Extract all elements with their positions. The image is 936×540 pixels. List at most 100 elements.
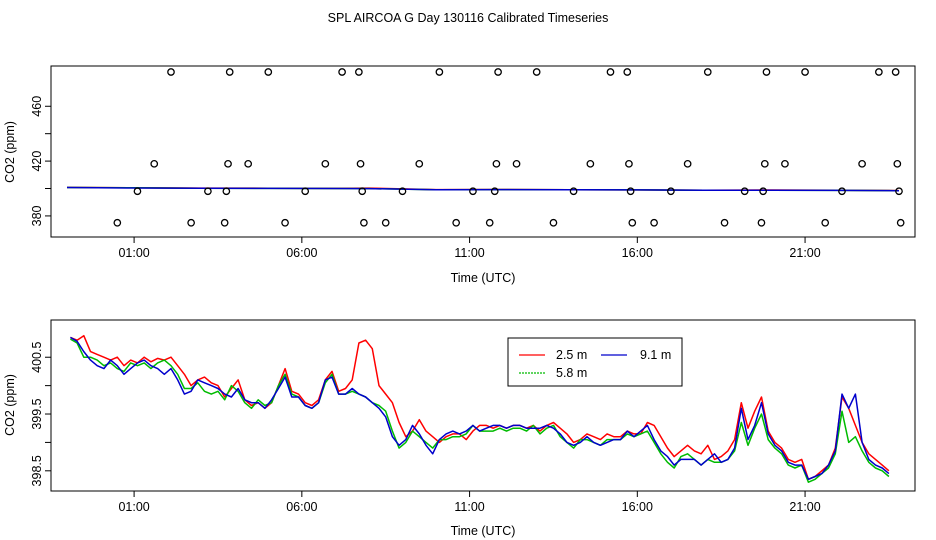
top-flag-point	[703, 68, 712, 76]
top-x-tick-label: 11:00	[454, 246, 484, 260]
bottom-panel: 01:00 06:00 11:00 16:00 21:00 398.5 399.5 400.5…	[3, 319, 916, 538]
top-flag-point	[398, 187, 407, 196]
top-flag-point	[801, 68, 809, 76]
top-y-tick-label: 420	[30, 151, 44, 172]
bottom-series-line-9-1-m	[70, 336, 890, 481]
top-flag-point	[875, 68, 883, 76]
top-flag-point	[858, 159, 866, 168]
top-flag-point	[781, 159, 789, 168]
top-flag-point	[626, 187, 635, 196]
top-flag-point	[650, 218, 658, 227]
top-flag-point	[893, 159, 902, 168]
top-flag-point	[244, 159, 253, 168]
bottom-axes: 01:00 06:00 11:00 16:00 21:00 398.5 399.5 400.5	[30, 342, 821, 514]
top-flag-point	[469, 187, 477, 196]
top-flag-point	[321, 159, 330, 168]
top-flag-point	[225, 68, 234, 76]
top-flag-point	[757, 218, 766, 227]
top-flag-point	[586, 159, 595, 168]
top-flag-point	[222, 187, 231, 196]
top-flag-point	[623, 68, 632, 76]
top-flag-point	[628, 218, 637, 227]
top-flag-point	[264, 68, 273, 76]
bottom-series-lines	[70, 334, 890, 483]
top-series-lines	[66, 186, 900, 192]
top-flag-point	[625, 159, 633, 168]
top-panel: 01:00 06:00 11:00 16:00 21:00 380 420 460 Time …	[3, 65, 916, 285]
top-flag-point	[281, 218, 289, 227]
top-plot-frame	[50, 65, 916, 238]
top-flag-point	[358, 187, 367, 196]
top-flag-point	[355, 68, 363, 76]
top-flag-point	[435, 68, 444, 76]
top-x-tick-label: 21:00	[789, 246, 820, 260]
top-x-tick-label: 06:00	[286, 246, 317, 260]
top-flag-point	[895, 187, 903, 196]
top-flag-point	[490, 187, 499, 196]
bottom-series-line-2-5-m	[70, 334, 890, 481]
figure-title: SPL AIRCOA G Day 130116 Calibrated Times…	[328, 11, 609, 25]
top-flag-point	[891, 68, 900, 76]
bottom-plot-frame	[50, 319, 916, 492]
top-flag-point	[720, 218, 729, 227]
top-flag-point	[187, 218, 195, 227]
top-x-tick-label: 16:00	[622, 246, 653, 260]
bottom-x-tick-label: 06:00	[286, 500, 317, 514]
bottom-x-tick-label: 16:00	[622, 500, 653, 514]
top-flag-point	[415, 159, 424, 168]
top-flag-point	[896, 218, 905, 227]
bottom-y-tick-label: 400.5	[30, 342, 44, 373]
bottom-y-tick-label: 399.5	[30, 398, 44, 429]
top-flag-point	[301, 187, 310, 196]
top-flag-point	[133, 187, 142, 196]
legend-label-5-8m: 5.8 m	[556, 366, 587, 380]
bottom-y-axis-label: CO2 (ppm)	[3, 374, 17, 436]
top-flag-point	[452, 218, 461, 227]
top-y-tick-label: 380	[30, 205, 44, 226]
top-flag-point	[740, 187, 749, 196]
top-flag-point	[606, 68, 615, 76]
bottom-x-tick-label: 01:00	[118, 500, 149, 514]
bottom-series-line-5-8-m	[70, 338, 890, 483]
top-flag-point	[667, 187, 675, 196]
top-flag-point	[532, 68, 541, 76]
top-flag-point	[381, 218, 390, 227]
top-x-tick-label: 01:00	[118, 246, 149, 260]
top-flag-point	[220, 218, 229, 227]
top-flag-point	[549, 218, 558, 227]
bottom-x-axis-label: Time (UTC)	[451, 524, 516, 538]
top-series-line-9-1-m	[66, 186, 900, 192]
top-flag-point	[113, 218, 122, 227]
top-flag-point	[760, 159, 769, 168]
legend-label-2-5m: 2.5 m	[556, 348, 587, 362]
top-y-axis-label: CO2 (ppm)	[3, 121, 17, 183]
top-flag-point	[356, 159, 365, 168]
top-flag-point	[338, 68, 346, 76]
top-flag-point	[838, 187, 846, 196]
legend: 2.5 m 5.8 m 9.1 m	[507, 337, 683, 387]
top-flag-point	[360, 218, 368, 227]
top-flag-point	[485, 218, 494, 227]
top-flag-point	[224, 159, 232, 168]
bottom-x-tick-label: 11:00	[454, 500, 484, 514]
top-flag-point	[167, 68, 175, 76]
legend-label-9-1m: 9.1 m	[640, 348, 671, 362]
top-flag-point	[759, 187, 767, 196]
bottom-y-tick-label: 398.5	[30, 455, 44, 486]
top-flag-point	[150, 159, 159, 168]
top-flag-point	[512, 159, 521, 168]
top-flag-point	[683, 159, 692, 168]
top-flag-point	[762, 68, 771, 76]
bottom-x-tick-label: 21:00	[789, 500, 820, 514]
top-x-axis-label: Time (UTC)	[451, 271, 516, 285]
top-flag-point	[569, 187, 578, 196]
top-flag-point	[494, 68, 502, 76]
top-axes: 01:00 06:00 11:00 16:00 21:00 380 420 460	[30, 96, 821, 260]
top-y-tick-label: 460	[30, 96, 44, 117]
top-flag-point	[821, 218, 830, 227]
top-flag-point	[204, 187, 212, 196]
top-flag-point	[492, 159, 501, 168]
top-flag-points	[113, 68, 905, 227]
legend-box	[507, 337, 683, 387]
